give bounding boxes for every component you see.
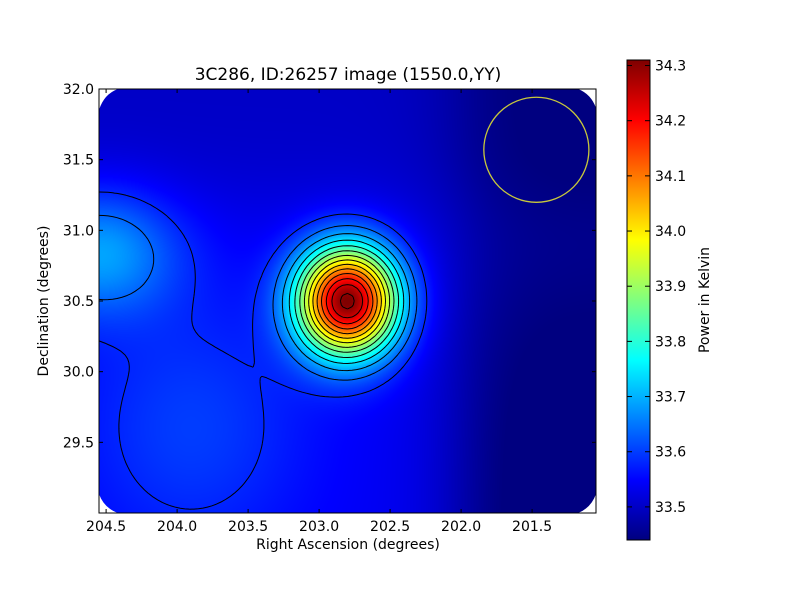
contour-line	[316, 268, 378, 335]
colorbar-tick-label: 33.5	[655, 500, 686, 516]
colorbar	[626, 59, 651, 541]
colorbar-tick-label: 33.7	[655, 390, 686, 406]
contour-line	[331, 284, 364, 319]
contour-line	[294, 245, 400, 358]
y-tick-label: 31.0	[63, 223, 94, 239]
x-tick-label: 204.0	[157, 519, 197, 535]
heatmap-image	[99, 89, 596, 513]
colorbar-axis: 33.5 33.6 33.7 33.8 33.9 34.0 34.1 34.2 34.3	[627, 59, 686, 516]
x-tick-label: 201.5	[512, 519, 552, 535]
mask-corner-bottom-right	[578, 494, 596, 513]
colorbar-tick-label: 33.8	[655, 334, 686, 350]
contour-line	[308, 259, 386, 344]
contour-line	[281, 233, 411, 372]
contour-line	[299, 250, 395, 353]
beam-circle	[483, 96, 590, 203]
contour-line	[325, 278, 369, 325]
heatmap-area	[99, 89, 596, 513]
x-axis-label: Right Ascension (degrees)	[256, 537, 440, 553]
colorbar-label: Power in Kelvin	[697, 247, 713, 353]
chart-title: 3C286, ID:26257 image (1550.0,YY)	[195, 65, 502, 85]
contour-line	[321, 273, 374, 330]
colorbar-tick-label: 34.0	[655, 224, 686, 240]
colorbar-tick-label: 34.2	[655, 114, 686, 130]
y-tick-label: 29.5	[63, 435, 94, 451]
contour-line	[99, 191, 428, 510]
y-tick-label: 31.5	[63, 153, 94, 169]
colorbar-tick-label: 33.9	[655, 279, 686, 295]
colorbar-tick-label: 33.6	[655, 445, 686, 461]
y-axis-label: Declination (degrees)	[36, 226, 52, 377]
x-tick-label: 203.5	[228, 519, 268, 535]
mask-corner-top-left	[99, 89, 118, 110]
x-tick-label: 203.0	[299, 519, 339, 535]
x-tick-label: 202.5	[370, 519, 410, 535]
contour-lines	[99, 191, 428, 510]
colorbar-tick-label: 34.3	[655, 59, 686, 75]
contour-line	[339, 292, 355, 310]
x-axis: 204.5 204.0 203.5 203.0 202.5 202.0 201.5	[86, 89, 552, 535]
mask-corner-bottom-left	[99, 494, 118, 513]
x-tick-label: 204.5	[86, 519, 126, 535]
contour-line	[303, 254, 391, 348]
contour-line	[99, 214, 418, 381]
y-tick-label: 32.0	[63, 82, 94, 98]
y-tick-label: 30.5	[63, 294, 94, 310]
y-axis: 29.5 30.0 30.5 31.0 31.5 32.0	[63, 82, 596, 451]
colorbar-tick-label: 34.1	[655, 169, 686, 185]
contour-line	[312, 263, 382, 339]
mask-corner-top-right	[578, 89, 596, 108]
y-tick-label: 30.0	[63, 365, 94, 381]
x-tick-label: 202.0	[441, 519, 481, 535]
contour-line	[288, 239, 405, 364]
